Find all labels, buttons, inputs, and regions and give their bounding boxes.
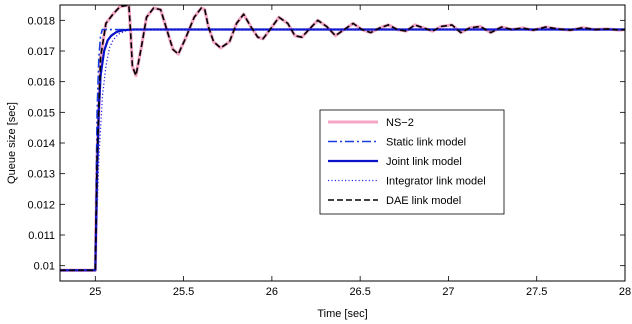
legend-label: Static link model (386, 137, 466, 149)
legend-label: DAE link model (386, 195, 461, 207)
series-line-5 (60, 5, 625, 272)
tick-layer: 25 25.5 26 26.5 27 27.5 28 0.01 0.011 0.012 0.013 0… (27, 5, 631, 298)
series-line-3 (60, 28, 625, 272)
x-tick-label: 28 (619, 286, 631, 298)
x-axis-label: Time [sec] (317, 308, 367, 320)
y-tick-label: 0.016 (27, 77, 55, 89)
x-tick-label: 27 (442, 286, 454, 298)
x-tick-label: 25 (89, 286, 101, 298)
legend-label: Integrator link model (386, 176, 486, 188)
legend-label: NS−2 (386, 117, 414, 129)
y-tick-label: 0.014 (27, 138, 55, 150)
y-tick-label: 0.013 (27, 169, 55, 181)
series-line-2 (60, 28, 625, 272)
x-tick-label: 26 (266, 286, 278, 298)
legend: NS−2 Static link model Joint link model Int… (319, 109, 505, 215)
y-tick-label: 0.017 (27, 46, 55, 58)
y-tick-label: 0.011 (28, 230, 55, 242)
y-tick-label: 0.012 (27, 199, 55, 211)
x-tick-label: 25.5 (173, 286, 194, 298)
series-layer (60, 5, 625, 272)
legend-label: Joint link model (386, 156, 462, 168)
x-tick-label: 26.5 (349, 286, 370, 298)
y-tick-label: 0.01 (34, 261, 55, 273)
x-tick-label: 27.5 (526, 286, 547, 298)
y-tick-label: 0.018 (27, 15, 55, 27)
y-tick-label: 0.015 (27, 107, 55, 119)
y-axis-label: Queue size [sec] (6, 102, 18, 184)
